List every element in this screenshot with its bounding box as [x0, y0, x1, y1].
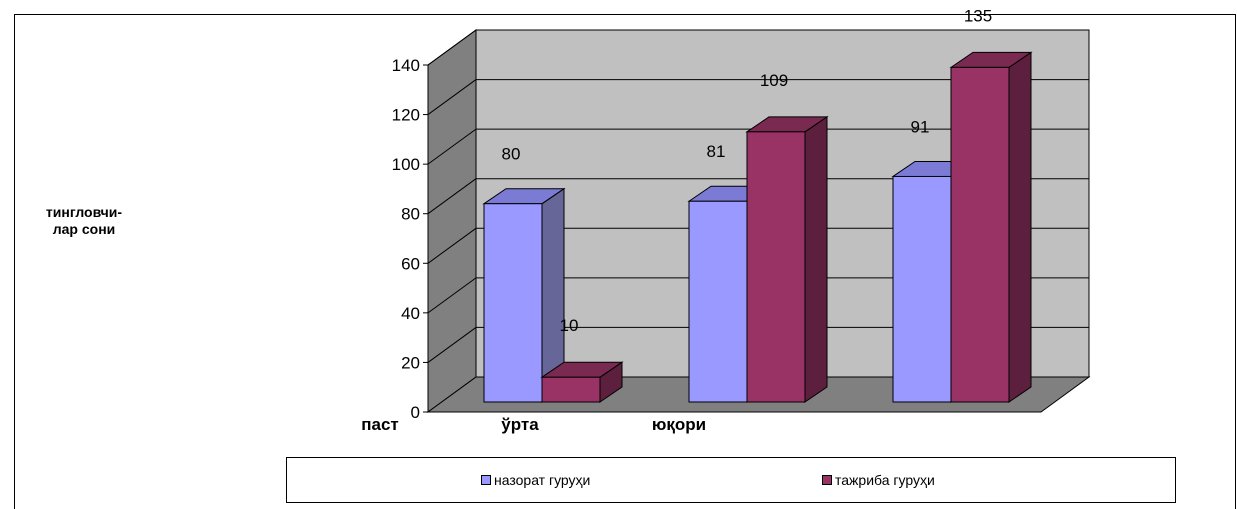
legend-item-experiment: тажриба гуруҳи: [822, 472, 935, 488]
legend-label-experiment: тажриба гуруҳи: [835, 472, 935, 488]
bar-front: [688, 200, 748, 403]
legend: назорат гуруҳи тажриба гуруҳи: [286, 457, 1176, 503]
y-tick-label: 40: [401, 304, 420, 323]
data-label: 109: [760, 71, 788, 90]
y-axis-ticks: 0 20 40 60 80 100 120 140: [392, 56, 420, 422]
y-tick-label: 20: [401, 353, 420, 372]
y-axis-label: тингловчи- лар сони: [14, 204, 154, 238]
category-label: паст: [361, 415, 399, 434]
data-label: 81: [707, 142, 726, 161]
bar-experiment-2: [949, 51, 1033, 403]
chart-data-labels: 80 10 81 109 91 135: [502, 6, 993, 335]
category-label: юқори: [652, 415, 706, 434]
y-tick-label: 80: [401, 205, 420, 224]
gridline-side: [427, 128, 477, 165]
data-label: 10: [560, 316, 579, 335]
bar-front: [950, 66, 1010, 403]
bar-control-0: [482, 187, 566, 403]
chart-bars: [482, 51, 1033, 403]
bar-side: [1008, 51, 1032, 403]
data-label: 80: [502, 145, 521, 164]
bar-front: [483, 203, 543, 403]
legend-label-control: назорат гуруҳи: [494, 472, 591, 488]
bar-front: [746, 131, 806, 403]
bar-chart: 0 20 40 60 80 100 120 140 80 10 81 109 91 135 паст ўр…: [361, 6, 1091, 434]
legend-item-control: назорат гуруҳи: [481, 472, 590, 488]
x-axis-categories: паст ўрта юқори: [361, 415, 706, 434]
bar-experiment-1: [745, 115, 829, 403]
data-label: 135: [964, 6, 992, 25]
y-axis-label-line-2: лар сони: [52, 221, 116, 237]
category-label: ўрта: [501, 415, 539, 434]
bar-front: [541, 376, 601, 403]
gridline-side: [427, 227, 477, 264]
legend-swatch-experiment: [822, 475, 832, 485]
y-tick-label: 100: [392, 155, 420, 174]
gridline-side: [427, 178, 477, 215]
gridline-side: [427, 277, 477, 314]
legend-swatch-control: [481, 475, 491, 485]
gridline-side: [427, 29, 477, 66]
bar-front: [892, 175, 952, 403]
data-label: 91: [911, 117, 930, 136]
chart-frame: [14, 14, 1236, 509]
bar-experiment-0: [540, 361, 624, 403]
y-tick-label: 60: [401, 254, 420, 273]
y-tick-label: 0: [411, 403, 420, 422]
y-tick-label: 140: [392, 56, 420, 75]
gridline-side: [427, 327, 477, 363]
bar-side: [804, 115, 828, 403]
y-axis-label-line-1: тингловчи-: [45, 204, 123, 220]
gridline-side: [427, 79, 477, 115]
side-wall: [427, 29, 477, 413]
y-tick-label: 120: [392, 106, 420, 125]
